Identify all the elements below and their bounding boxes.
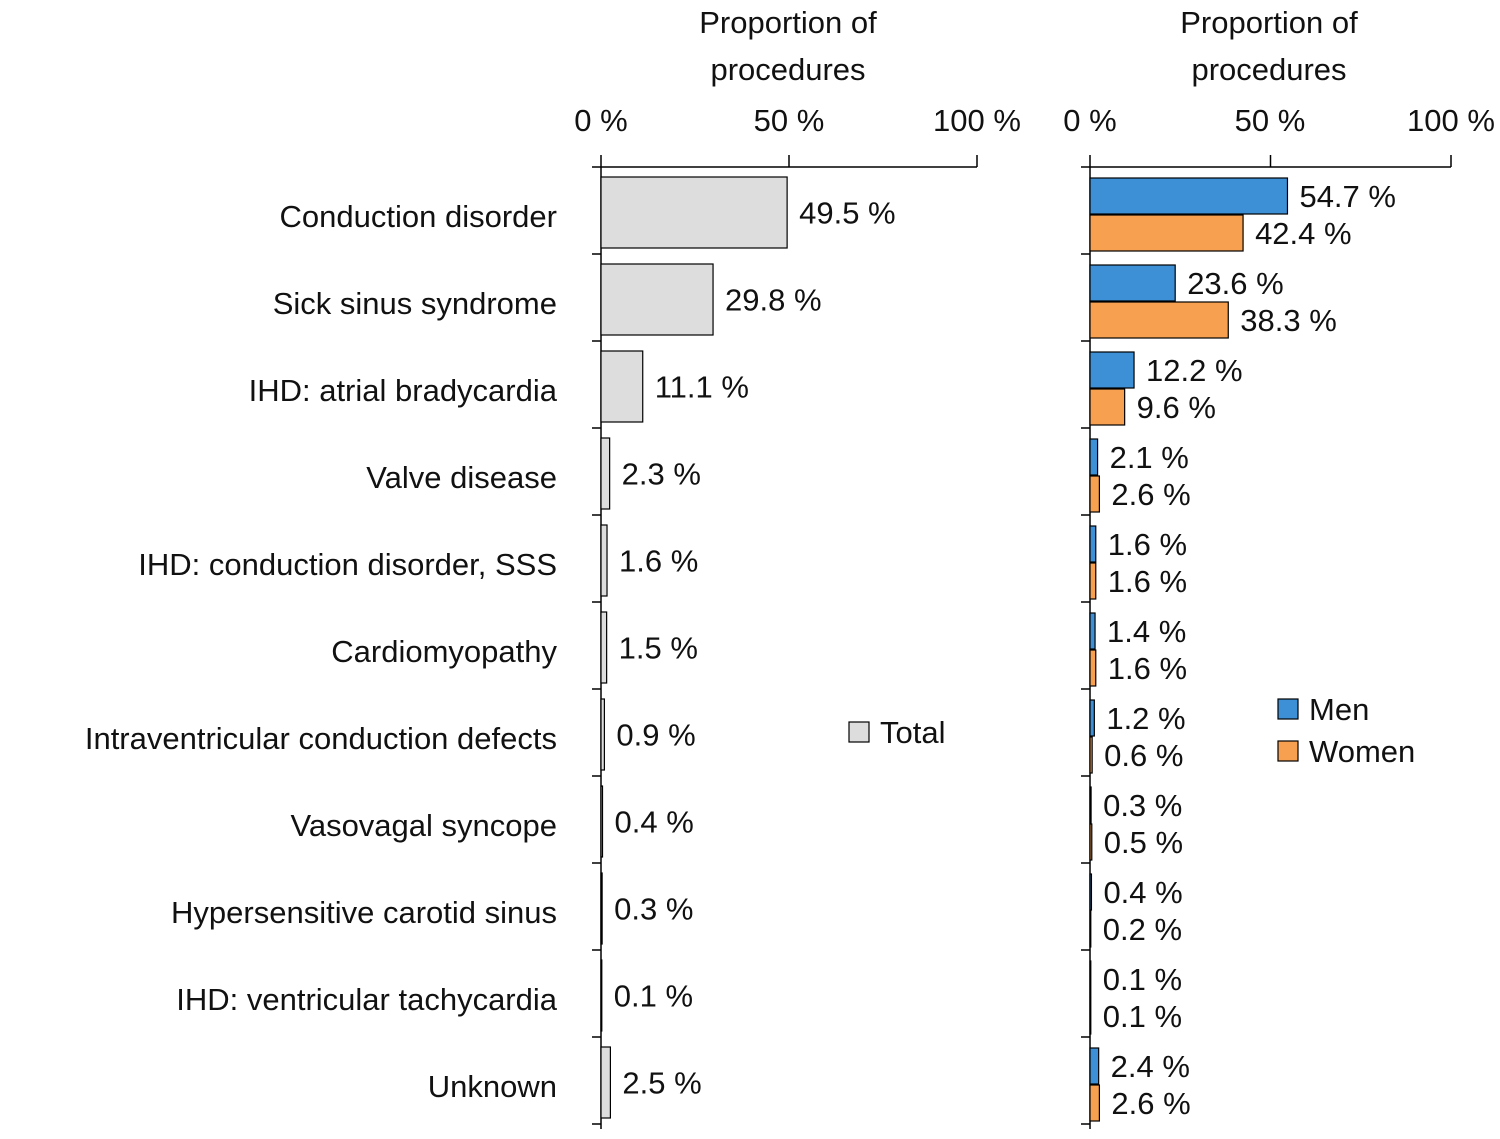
- left-tick-label: 0 %: [574, 103, 627, 138]
- right-tick-label: 100 %: [1407, 103, 1495, 138]
- right-bar-men: [1089, 525, 1097, 563]
- right-bar-women: [1089, 910, 1092, 948]
- left-data-label-total: 29.8 %: [725, 283, 822, 318]
- left-data-label-total: 49.5 %: [799, 196, 896, 231]
- right-data-label-women: 1.6 %: [1108, 651, 1187, 686]
- right-bar-men: [1089, 873, 1093, 911]
- right-bar-men: [1089, 177, 1289, 215]
- right-bar-men: [1089, 351, 1135, 389]
- right-axis-title-line1: Proportion of: [1180, 5, 1358, 40]
- legend-label-women: Women: [1309, 734, 1415, 769]
- left-bar-total: [600, 785, 604, 858]
- right-bar-men: [1089, 960, 1092, 998]
- left-bars: 49.5 % 29.8 % 11.1 % 2.3 % 1.6 % 1.5 % 0.9 % 0.…: [600, 176, 896, 1119]
- right-data-label-women: 1.6 %: [1108, 564, 1187, 599]
- category-label: Valve disease: [366, 460, 557, 495]
- category-label: Unknown: [428, 1069, 557, 1104]
- legend-swatch-total: [848, 721, 870, 743]
- left-data-label-total: 0.4 %: [615, 805, 694, 840]
- right-data-label-men: 0.1 %: [1103, 962, 1182, 997]
- left-data-label-total: 2.3 %: [622, 457, 701, 492]
- left-axis-title-line1: Proportion of: [699, 5, 877, 40]
- right-bar-men: [1089, 786, 1092, 824]
- left-data-label-total: 0.1 %: [614, 979, 693, 1014]
- left-data-label-total: 2.5 %: [622, 1066, 701, 1101]
- left-bar-total: [600, 611, 608, 684]
- right-bar-men: [1089, 612, 1096, 650]
- right-data-label-men: 2.4 %: [1111, 1049, 1190, 1084]
- category-label: IHD: ventricular tachycardia: [176, 982, 558, 1017]
- left-bar-total: [600, 524, 608, 597]
- right-bar-women: [1089, 823, 1093, 861]
- right-data-label-women: 0.5 %: [1104, 825, 1183, 860]
- right-data-label-men: 12.2 %: [1146, 353, 1243, 388]
- category-label: Vasovagal syncope: [290, 808, 557, 843]
- right-bars: 54.7 %23.6 %12.2 %2.1 %1.6 %1.4 %1.2 %0.…: [1089, 177, 1396, 1122]
- right-tick-label: 0 %: [1063, 103, 1116, 138]
- legend-swatch-men: [1277, 698, 1299, 720]
- right-bar-women: [1089, 649, 1097, 687]
- right-bar-women: [1089, 301, 1229, 339]
- right-data-label-women: 0.2 %: [1103, 912, 1182, 947]
- right-bar-men: [1089, 438, 1099, 476]
- right-data-label-men: 1.2 %: [1106, 701, 1185, 736]
- right-bar-women: [1089, 1084, 1100, 1122]
- left-tick-label: 50 %: [754, 103, 825, 138]
- category-label: IHD: atrial bradycardia: [249, 373, 558, 408]
- right-bar-women: [1089, 736, 1093, 774]
- left-data-label-total: 0.3 %: [614, 892, 693, 927]
- right-data-label-men: 54.7 %: [1299, 179, 1396, 214]
- category-label: Intraventricular conduction defects: [85, 721, 557, 756]
- right-data-label-women: 2.6 %: [1111, 477, 1190, 512]
- left-bar-total: [600, 350, 644, 423]
- right-data-label-men: 0.4 %: [1103, 875, 1182, 910]
- category-label: Hypersensitive carotid sinus: [171, 895, 557, 930]
- right-data-label-women: 0.1 %: [1103, 999, 1182, 1034]
- right-data-label-women: 42.4 %: [1255, 216, 1352, 251]
- legend-swatch-women: [1277, 740, 1299, 762]
- left-bar-total: [600, 698, 605, 771]
- right-data-label-women: 38.3 %: [1240, 303, 1337, 338]
- left-bar-total: [600, 437, 611, 510]
- left-bar-total: [600, 176, 788, 249]
- right-data-label-men: 1.4 %: [1107, 614, 1186, 649]
- left-axis-title-line2: procedures: [710, 52, 865, 87]
- right-data-label-men: 2.1 %: [1110, 440, 1189, 475]
- left-bar-total: [600, 263, 714, 336]
- right-bar-men: [1089, 264, 1176, 302]
- category-label: Cardiomyopathy: [331, 634, 557, 669]
- left-data-label-total: 1.6 %: [619, 544, 698, 579]
- right-tick-label: 50 %: [1235, 103, 1306, 138]
- category-label: Sick sinus syndrome: [273, 286, 557, 321]
- left-bar-total: [600, 959, 603, 1032]
- right-bar-women: [1089, 562, 1097, 600]
- category-label: Conduction disorder: [280, 199, 557, 234]
- left-bar-total: [600, 872, 603, 945]
- right-data-label-women: 0.6 %: [1104, 738, 1183, 773]
- category-label: IHD: conduction disorder, SSS: [138, 547, 557, 582]
- left-tick-label: 100 %: [933, 103, 1021, 138]
- left-data-label-total: 0.9 %: [616, 718, 695, 753]
- right-data-label-women: 2.6 %: [1111, 1086, 1190, 1121]
- right-bar-women: [1089, 214, 1244, 252]
- right-data-label-men: 23.6 %: [1187, 266, 1284, 301]
- right-bar-women: [1089, 388, 1126, 426]
- right-bar-women: [1089, 997, 1092, 1035]
- left-data-label-total: 11.1 %: [655, 370, 749, 405]
- right-data-label-men: 1.6 %: [1108, 527, 1187, 562]
- right-data-label-women: 9.6 %: [1137, 390, 1216, 425]
- left-bar-total: [600, 1046, 611, 1119]
- right-axis-title-line2: procedures: [1191, 52, 1346, 87]
- legend-label-total: Total: [880, 715, 945, 750]
- right-data-label-men: 0.3 %: [1103, 788, 1182, 823]
- right-bar-men: [1089, 1047, 1100, 1085]
- legend-label-men: Men: [1309, 692, 1369, 727]
- right-bar-men: [1089, 699, 1095, 737]
- right-bar-women: [1089, 475, 1100, 513]
- left-data-label-total: 1.5 %: [619, 631, 698, 666]
